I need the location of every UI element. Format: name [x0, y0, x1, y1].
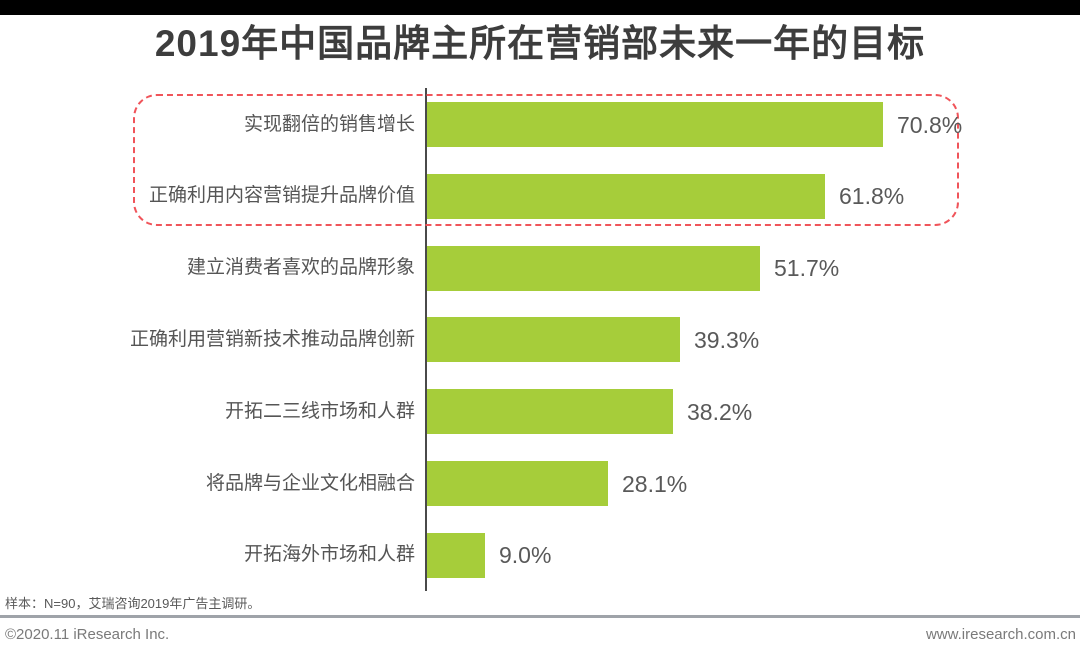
value-label: 70.8% [897, 111, 963, 138]
category-label: 将品牌与企业文化相融合 [205, 472, 415, 494]
category-label: 正确利用营销新技术推动品牌创新 [129, 328, 415, 350]
value-label: 9.0% [499, 542, 552, 569]
bar-chart: 实现翻倍的销售增长 70.8% 正确利用内容营销提升品牌价值 61.8% 建立消费者喜欢… [129, 88, 963, 591]
value-label: 39.3% [694, 326, 760, 353]
category-label: 实现翻倍的销售增长 [243, 113, 415, 135]
chart-title: 2019年中国品牌主所在营销部未来一年的目标 [154, 23, 926, 64]
top-black-bar [0, 0, 1080, 15]
value-label: 61.8% [839, 183, 905, 210]
bar [427, 532, 485, 578]
value-label: 51.7% [774, 255, 840, 282]
y-axis-line [425, 88, 427, 591]
value-label: 28.1% [622, 470, 688, 497]
footer-divider [0, 615, 1080, 618]
bar [427, 245, 760, 291]
bar [427, 317, 680, 363]
copyright-text: ©2020.11 iResearch Inc. [5, 626, 170, 643]
bar [427, 173, 825, 219]
bar [427, 389, 673, 435]
website-text: www.iresearch.com.cn [925, 626, 1076, 643]
bar [427, 102, 883, 147]
category-label: 正确利用内容营销提升品牌价值 [148, 185, 415, 207]
value-label: 38.2% [687, 398, 753, 425]
footer-bar: ©2020.11 iResearch Inc. www.iresearch.co… [5, 626, 1076, 643]
category-label: 开拓海外市场和人群 [243, 544, 415, 566]
category-label: 建立消费者喜欢的品牌形象 [186, 257, 415, 279]
bar [427, 461, 608, 506]
sample-note: 样本：N=90，艾瑞咨询2019年广告主调研。 [5, 596, 261, 611]
category-label: 开拓二三线市场和人群 [224, 400, 415, 422]
